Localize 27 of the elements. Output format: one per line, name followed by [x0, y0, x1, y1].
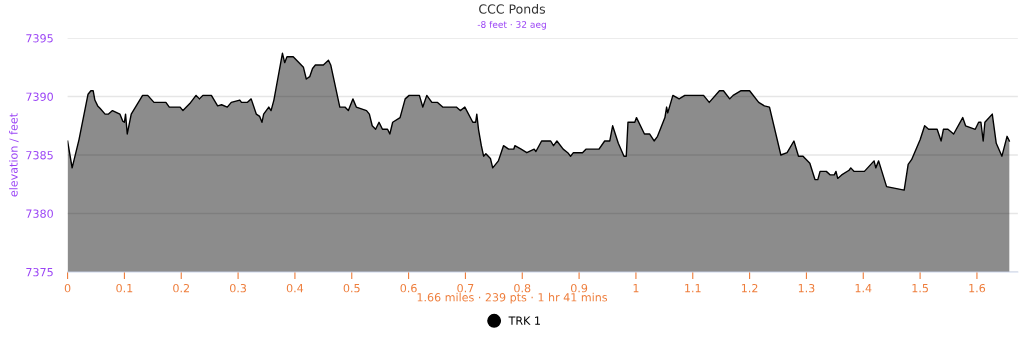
x-tick-label: 0: [64, 283, 71, 293]
x-tick-label: 1.1: [685, 284, 701, 293]
x-tick-label: 1.6: [969, 283, 986, 293]
y-tick-label: 7375: [26, 267, 53, 277]
x-tick-label: 1.5: [912, 284, 928, 293]
x-tick-label: 0.4: [286, 283, 304, 293]
x-tick-label: 0.3: [229, 283, 247, 293]
chart-title: CCC Ponds: [479, 4, 546, 14]
chart-subtitle: -8 feet · 32 aeg: [477, 20, 546, 30]
x-tick-label: 1.4: [855, 284, 872, 293]
x-tick-label: 0.7: [457, 283, 474, 293]
y-tick-label: 7390: [26, 92, 53, 101]
x-tick-label: 0.2: [173, 283, 189, 293]
x-tick-label: 1: [633, 284, 639, 293]
y-tick-label: 7385: [26, 150, 53, 160]
x-tick-label: 0.9: [570, 283, 588, 293]
x-tick-label: 1.2: [741, 283, 758, 293]
legend-label: TRK 1: [508, 316, 540, 325]
text: 1.66 miles · 239 pts · 1 hr 41 mins: [417, 292, 608, 304]
y-tick-label: 7380: [26, 209, 53, 218]
x-tick-label: 1.3: [798, 283, 815, 293]
x-tick-label: 0.6: [400, 283, 417, 293]
x-tick-label: 0.5: [343, 283, 360, 293]
x-tick-label: 0.1: [116, 283, 133, 293]
y-axis-title: elevation / feet: [9, 113, 19, 197]
x-tick-label: 0.8: [514, 283, 531, 293]
y-tick-label: 7395: [26, 34, 53, 43]
